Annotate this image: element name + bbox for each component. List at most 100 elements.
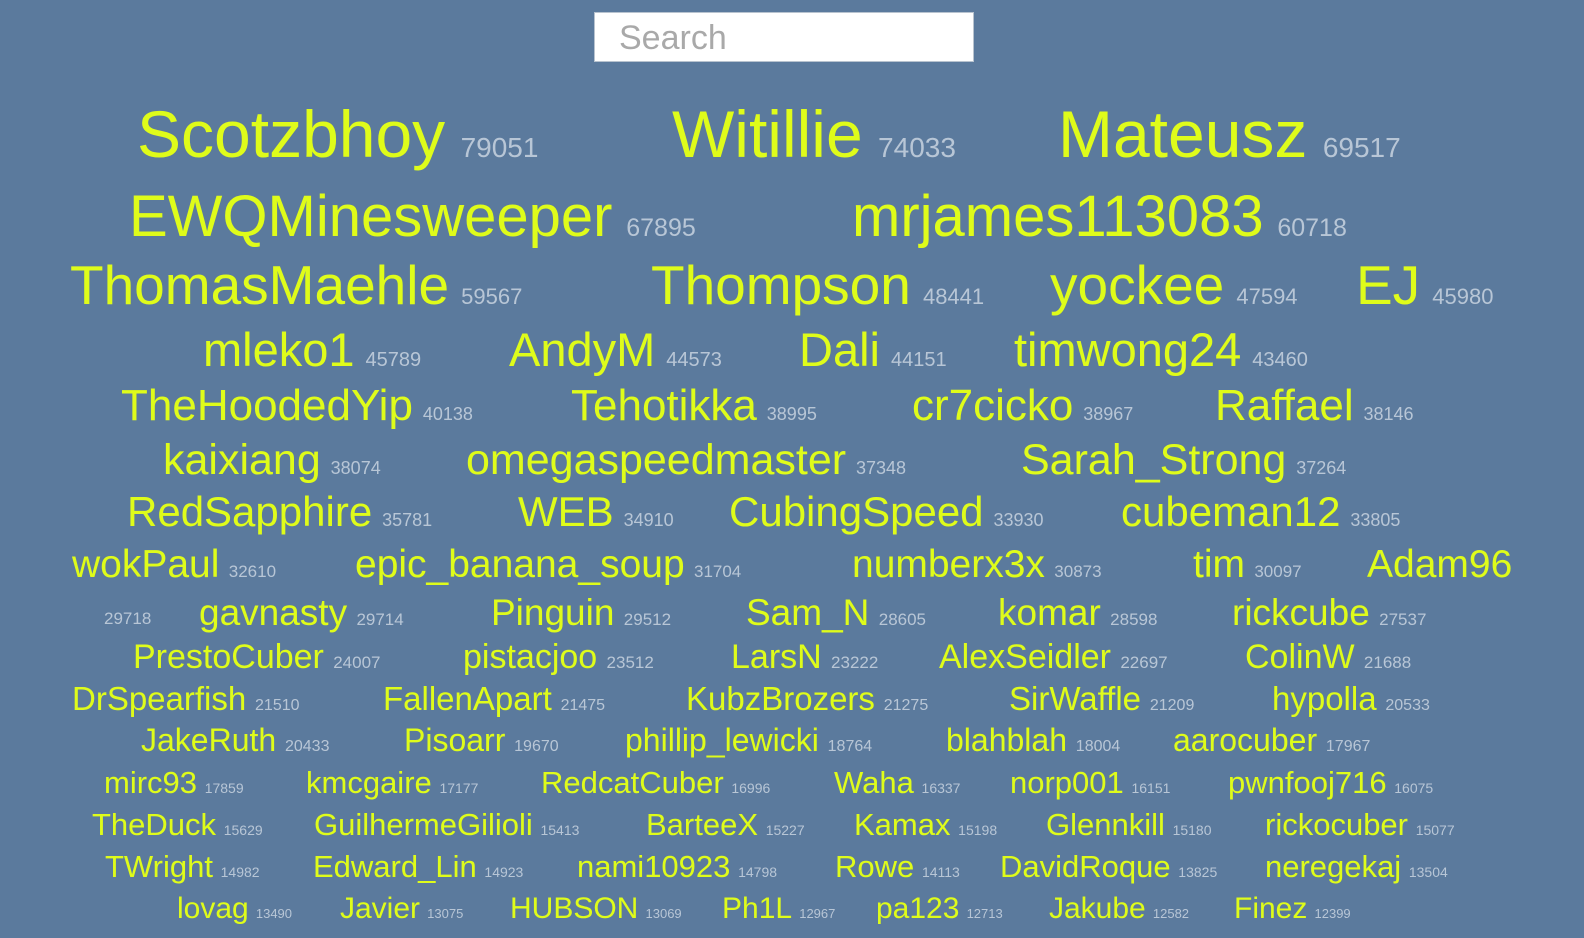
- user-link[interactable]: DrSpearfish: [72, 679, 247, 717]
- user-link[interactable]: aarocuber: [1173, 722, 1318, 759]
- user-link[interactable]: timwong24: [1014, 323, 1242, 377]
- user-link[interactable]: kaixiang: [163, 435, 321, 484]
- user-link[interactable]: Pisoarr: [404, 722, 506, 759]
- user-link[interactable]: WEB: [518, 488, 614, 536]
- user-link[interactable]: AlexSeidler: [939, 637, 1111, 676]
- user-link[interactable]: CubingSpeed: [729, 488, 984, 536]
- user-link[interactable]: Scotzbhoy: [137, 97, 446, 172]
- user-score: 12967: [799, 906, 836, 921]
- user-link[interactable]: Javier: [340, 892, 421, 925]
- user-entry: BarteeX 15227: [646, 809, 805, 840]
- user-entry: AlexSeidler 22697: [939, 640, 1168, 674]
- user-entry: Pinguin 29512: [491, 594, 671, 631]
- user-link[interactable]: norp001: [1010, 765, 1124, 801]
- user-link[interactable]: pa123: [876, 892, 960, 925]
- user-link[interactable]: ThomasMaehle: [70, 254, 450, 316]
- user-link[interactable]: SirWaffle: [1009, 679, 1142, 717]
- user-link[interactable]: blahblah: [946, 722, 1067, 759]
- user-link[interactable]: EJ: [1356, 254, 1421, 316]
- user-link[interactable]: LarsN: [731, 637, 822, 676]
- user-link[interactable]: neregekaj: [1265, 849, 1402, 885]
- user-entry: pistacjoo 23512: [463, 640, 654, 674]
- user-score: 16996: [731, 780, 771, 797]
- user-entry: rickocuber 15077: [1265, 809, 1455, 840]
- user-link[interactable]: lovag: [177, 892, 249, 925]
- user-link[interactable]: Witillie: [672, 97, 863, 172]
- user-entry: LarsN 23222: [731, 640, 878, 674]
- user-link[interactable]: Finez: [1234, 892, 1308, 925]
- user-link[interactable]: Sam_N: [746, 592, 870, 634]
- user-entry: Scotzbhoy 79051: [137, 101, 538, 167]
- user-link[interactable]: yockee: [1050, 254, 1225, 316]
- user-link[interactable]: KubzBrozers: [686, 679, 875, 717]
- user-link[interactable]: phillip_lewicki: [625, 722, 819, 759]
- user-link[interactable]: Tehotikka: [571, 380, 757, 430]
- user-link[interactable]: ColinW: [1245, 637, 1355, 676]
- user-link[interactable]: rickcube: [1232, 592, 1370, 634]
- user-link[interactable]: RedcatCuber: [541, 765, 724, 801]
- user-score: 38995: [766, 403, 817, 424]
- user-link[interactable]: AndyM: [509, 323, 656, 377]
- user-score: 14798: [738, 864, 778, 881]
- user-link[interactable]: pwnfooj716: [1228, 765, 1387, 801]
- user-link[interactable]: Kamax: [854, 807, 951, 843]
- user-link[interactable]: Ph1L: [722, 892, 793, 925]
- user-entry: DavidRoque 13825: [1000, 851, 1217, 882]
- user-score: 32610: [228, 561, 277, 581]
- user-link[interactable]: Waha: [834, 765, 914, 801]
- user-entry: Ph1L 12967: [722, 894, 835, 924]
- user-link[interactable]: Rowe: [835, 849, 915, 885]
- user-link[interactable]: JakeRuth: [141, 722, 277, 759]
- user-entry: FallenApart 21475: [383, 682, 605, 715]
- user-link[interactable]: HUBSON: [510, 892, 639, 925]
- user-link[interactable]: cr7cicko: [912, 380, 1074, 430]
- user-link[interactable]: gavnasty: [199, 592, 348, 634]
- user-score: 13504: [1408, 864, 1448, 881]
- user-link[interactable]: RedSapphire: [127, 488, 373, 536]
- user-link[interactable]: komar: [998, 592, 1101, 634]
- user-score: 12713: [966, 906, 1003, 921]
- user-link[interactable]: TWright: [105, 849, 213, 885]
- user-link[interactable]: wokPaul: [72, 542, 220, 586]
- user-link[interactable]: PrestoCuber: [133, 637, 324, 676]
- user-link[interactable]: rickocuber: [1265, 807, 1408, 843]
- user-link[interactable]: mrjames113083: [852, 183, 1264, 249]
- user-link[interactable]: Dali: [799, 323, 880, 377]
- user-link[interactable]: FallenApart: [383, 679, 552, 717]
- user-link[interactable]: Edward_Lin: [313, 849, 477, 885]
- user-link[interactable]: Thompson: [651, 254, 911, 316]
- user-link[interactable]: nami10923: [577, 849, 731, 885]
- user-entry: cr7cicko 38967: [912, 380, 1133, 430]
- user-entry: epic_banana_soup 31704: [355, 545, 741, 584]
- user-entry: nami10923 14798: [577, 851, 777, 882]
- user-link[interactable]: numberx3x: [852, 542, 1045, 586]
- user-link[interactable]: BarteeX: [646, 807, 759, 843]
- user-link[interactable]: Adam96: [1367, 542, 1513, 586]
- user-score: 21275: [883, 696, 929, 714]
- user-link[interactable]: mleko1: [203, 323, 355, 377]
- user-link[interactable]: hypolla: [1272, 679, 1377, 717]
- user-link[interactable]: Pinguin: [491, 592, 615, 634]
- user-link[interactable]: TheHoodedYip: [121, 380, 413, 430]
- user-link[interactable]: kmcgaire: [306, 765, 432, 801]
- user-link[interactable]: pistacjoo: [463, 637, 598, 676]
- user-link[interactable]: EWQMinesweeper: [129, 183, 613, 249]
- user-link[interactable]: Raffael: [1215, 380, 1354, 430]
- user-link[interactable]: Glennkill: [1046, 807, 1165, 843]
- user-link[interactable]: omegaspeedmaster: [466, 435, 847, 484]
- search-input[interactable]: [594, 12, 974, 62]
- user-link[interactable]: cubeman12: [1121, 488, 1341, 536]
- user-link[interactable]: Sarah_Strong: [1021, 435, 1287, 484]
- user-link[interactable]: Mateusz: [1058, 97, 1308, 172]
- user-score: 79051: [460, 132, 539, 164]
- user-link[interactable]: mirc93: [104, 765, 198, 801]
- user-entry: Mateusz 69517: [1058, 101, 1401, 167]
- user-score: 19670: [514, 738, 559, 756]
- user-link[interactable]: GuilhermeGilioli: [314, 807, 533, 843]
- user-link[interactable]: DavidRoque: [1000, 849, 1171, 885]
- user-entry: WEB 34910: [518, 491, 674, 533]
- user-link[interactable]: epic_banana_soup: [355, 542, 685, 586]
- user-link[interactable]: TheDuck: [92, 807, 217, 843]
- user-link[interactable]: tim: [1193, 542, 1245, 586]
- user-link[interactable]: Jakube: [1049, 892, 1146, 925]
